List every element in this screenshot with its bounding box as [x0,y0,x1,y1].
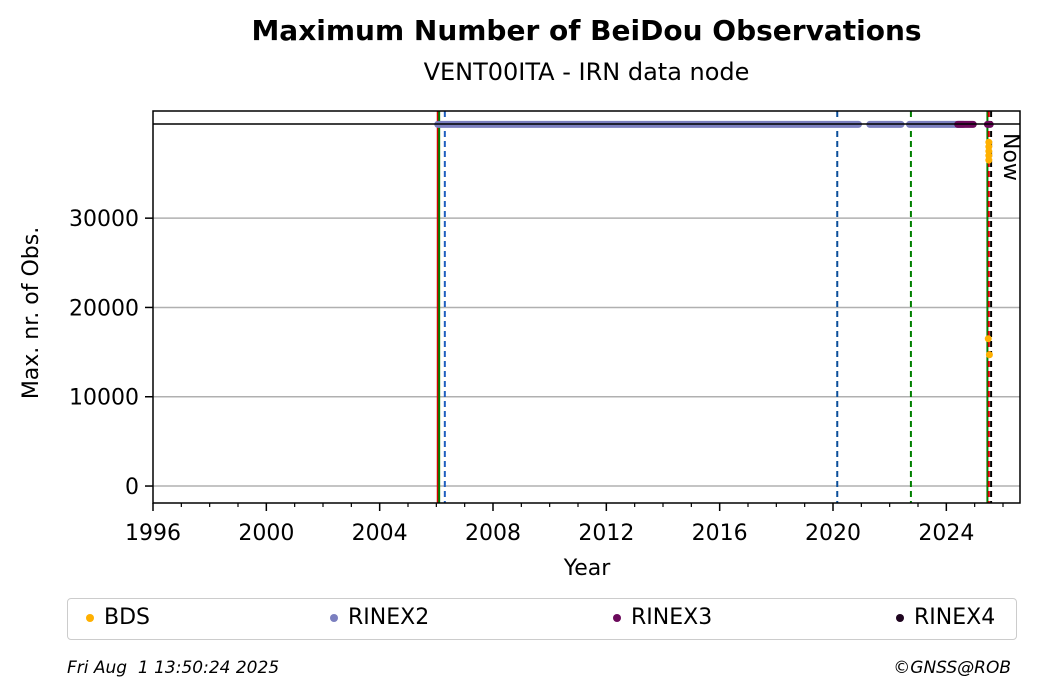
chart-title: Maximum Number of BeiDou Observations [251,14,922,47]
x-tick-label: 2020 [805,521,861,546]
legend-item-rinex3: RINEX3 [613,605,712,630]
data-point [984,335,992,343]
legend-item-rinex2: RINEX2 [330,605,429,630]
legend-marker-icon [896,613,904,622]
legend-label: RINEX2 [348,605,430,630]
y-axis-label: Max. nr. of Obs. [19,227,44,399]
legend-marker-icon [613,613,621,622]
x-tick-label: 2004 [352,521,408,546]
copyright: ©GNSS@ROB [893,658,1011,678]
now-label: Now [998,133,1023,181]
chart-subtitle: VENT00ITA - IRN data node [423,58,750,86]
x-tick-label: 2000 [238,521,294,546]
x-tick-label: 2016 [692,521,748,546]
y-tick-label: 10000 [69,386,139,411]
data-point [985,138,993,146]
legend-marker-icon [330,613,338,622]
x-tick-label: 2008 [465,521,521,546]
legend-marker-icon [86,613,94,622]
x-tick-label: 1996 [125,521,181,546]
x-axis-label: Year [563,556,612,581]
legend-label: BDS [104,605,150,630]
legend-label: RINEX4 [914,605,996,630]
legend-item-rinex4: RINEX4 [896,605,995,630]
data-point [985,351,993,359]
y-tick-label: 20000 [69,296,139,321]
legend: BDS RINEX2 RINEX3 RINEX4 [67,598,1017,640]
y-tick-label: 30000 [69,207,139,232]
y-tick-label: 0 [125,475,139,500]
timestamp: Fri Aug 1 13:50:24 2025 [67,658,280,678]
x-tick-label: 2024 [918,521,974,546]
legend-label: RINEX3 [631,605,713,630]
legend-item-bds: BDS [86,605,150,630]
x-tick-label: 2012 [578,521,634,546]
